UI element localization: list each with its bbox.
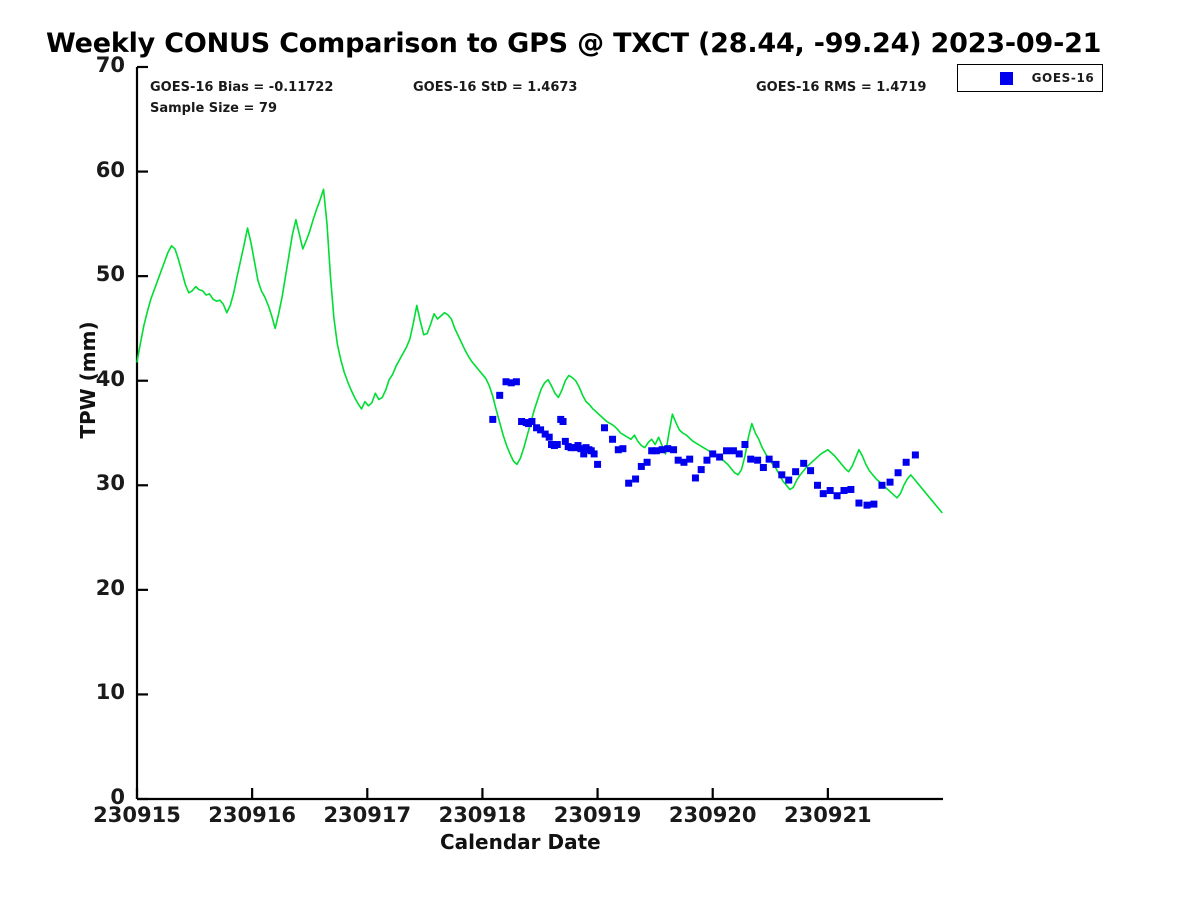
data-point-marker — [747, 455, 755, 463]
data-point-marker — [716, 453, 724, 461]
legend-swatch-goes16-icon — [1000, 72, 1013, 85]
x-axis-label: Calendar Date — [440, 830, 601, 854]
data-point-marker — [686, 455, 694, 463]
data-point-marker — [533, 424, 541, 432]
x-tick-label: 230919 — [553, 803, 642, 827]
data-point-marker — [507, 379, 515, 387]
data-point-marker — [772, 460, 780, 468]
data-point-marker — [541, 430, 549, 438]
data-point-marker — [619, 445, 627, 453]
data-point-marker — [878, 481, 886, 489]
data-point-marker — [911, 451, 919, 459]
data-point-marker — [785, 476, 793, 484]
data-point-marker — [826, 487, 834, 495]
data-point-marker — [735, 450, 743, 458]
data-point-marker — [819, 490, 827, 498]
data-point-marker — [637, 462, 645, 470]
data-point-marker — [840, 487, 848, 495]
y-tick-label: 30 — [95, 471, 125, 496]
data-point-marker — [512, 378, 520, 386]
data-point-marker — [855, 499, 863, 507]
data-point-marker — [489, 415, 497, 423]
data-point-marker — [580, 450, 588, 458]
data-series — [136, 188, 943, 514]
data-point-marker — [741, 441, 749, 448]
data-point-marker — [833, 492, 841, 500]
data-point-marker — [594, 460, 602, 468]
data-point-marker — [709, 450, 717, 458]
data-point-marker — [759, 464, 767, 472]
data-point-marker — [902, 458, 910, 466]
series-markers-goes-16 — [489, 378, 919, 509]
data-point-marker — [813, 481, 821, 489]
data-point-marker — [886, 478, 894, 486]
data-point-marker — [643, 458, 651, 466]
data-point-marker — [652, 447, 660, 455]
y-tick-label: 10 — [95, 680, 125, 705]
data-point-marker — [632, 475, 640, 483]
data-point-marker — [680, 458, 688, 466]
y-tick-label: 50 — [95, 262, 125, 287]
data-point-marker — [518, 418, 526, 425]
stat-std: GOES-16 StD = 1.4673 — [413, 80, 578, 95]
data-point-marker — [553, 441, 561, 448]
data-point-marker — [847, 485, 855, 493]
data-point-marker — [658, 446, 666, 454]
stat-sample-size: Sample Size = 79 — [150, 101, 278, 116]
data-point-marker — [496, 391, 504, 399]
data-point-marker — [778, 471, 786, 479]
x-tick-label: 230921 — [784, 803, 872, 827]
series-line-gps — [136, 188, 943, 514]
x-tick-label: 230917 — [323, 803, 412, 827]
data-point-marker — [502, 378, 510, 386]
data-point-marker — [609, 435, 617, 443]
data-point-marker — [894, 469, 902, 477]
data-point-marker — [648, 447, 656, 455]
x-tick-label: 230920 — [668, 803, 757, 827]
legend — [957, 64, 1103, 92]
data-point-marker — [800, 459, 808, 467]
page-title: Weekly CONUS Comparison to GPS @ TXCT (2… — [46, 28, 1102, 59]
stat-rms: GOES-16 RMS = 1.4719 — [756, 80, 927, 95]
stat-bias: GOES-16 Bias = -0.11722 — [150, 80, 334, 95]
data-point-marker — [664, 445, 672, 453]
data-point-marker — [691, 474, 699, 482]
data-point-marker — [863, 501, 871, 509]
data-point-marker — [577, 445, 585, 453]
data-point-marker — [807, 467, 815, 475]
y-tick-label: 60 — [95, 157, 125, 182]
data-point-marker — [559, 418, 567, 425]
data-point-marker — [703, 456, 711, 464]
data-point-marker — [674, 456, 682, 464]
y-tick-label: 0 — [110, 785, 125, 809]
data-point-marker — [765, 455, 773, 463]
data-point-marker — [625, 479, 633, 487]
data-point-marker — [723, 447, 731, 455]
data-point-marker — [697, 466, 705, 474]
data-point-marker — [870, 500, 878, 508]
axes — [135, 65, 943, 801]
legend-label-goes16: GOES-16 — [1031, 71, 1095, 85]
data-point-marker — [545, 433, 553, 441]
x-tick-label: 230915 — [93, 803, 181, 827]
y-tick-label: 40 — [95, 366, 125, 391]
data-point-marker — [537, 426, 545, 434]
y-tick-label: 20 — [95, 575, 125, 600]
data-point-marker — [670, 446, 678, 454]
x-tick-label: 230916 — [208, 803, 296, 827]
data-point-marker — [590, 450, 598, 458]
data-point-marker — [600, 424, 608, 432]
y-tick-label: 70 — [95, 53, 125, 77]
x-tick-label: 230918 — [438, 803, 527, 827]
data-point-marker — [528, 418, 536, 425]
data-point-marker — [792, 468, 800, 476]
data-point-marker — [614, 446, 622, 454]
data-point-marker — [561, 437, 569, 445]
data-point-marker — [754, 456, 762, 464]
data-point-marker — [729, 447, 737, 455]
